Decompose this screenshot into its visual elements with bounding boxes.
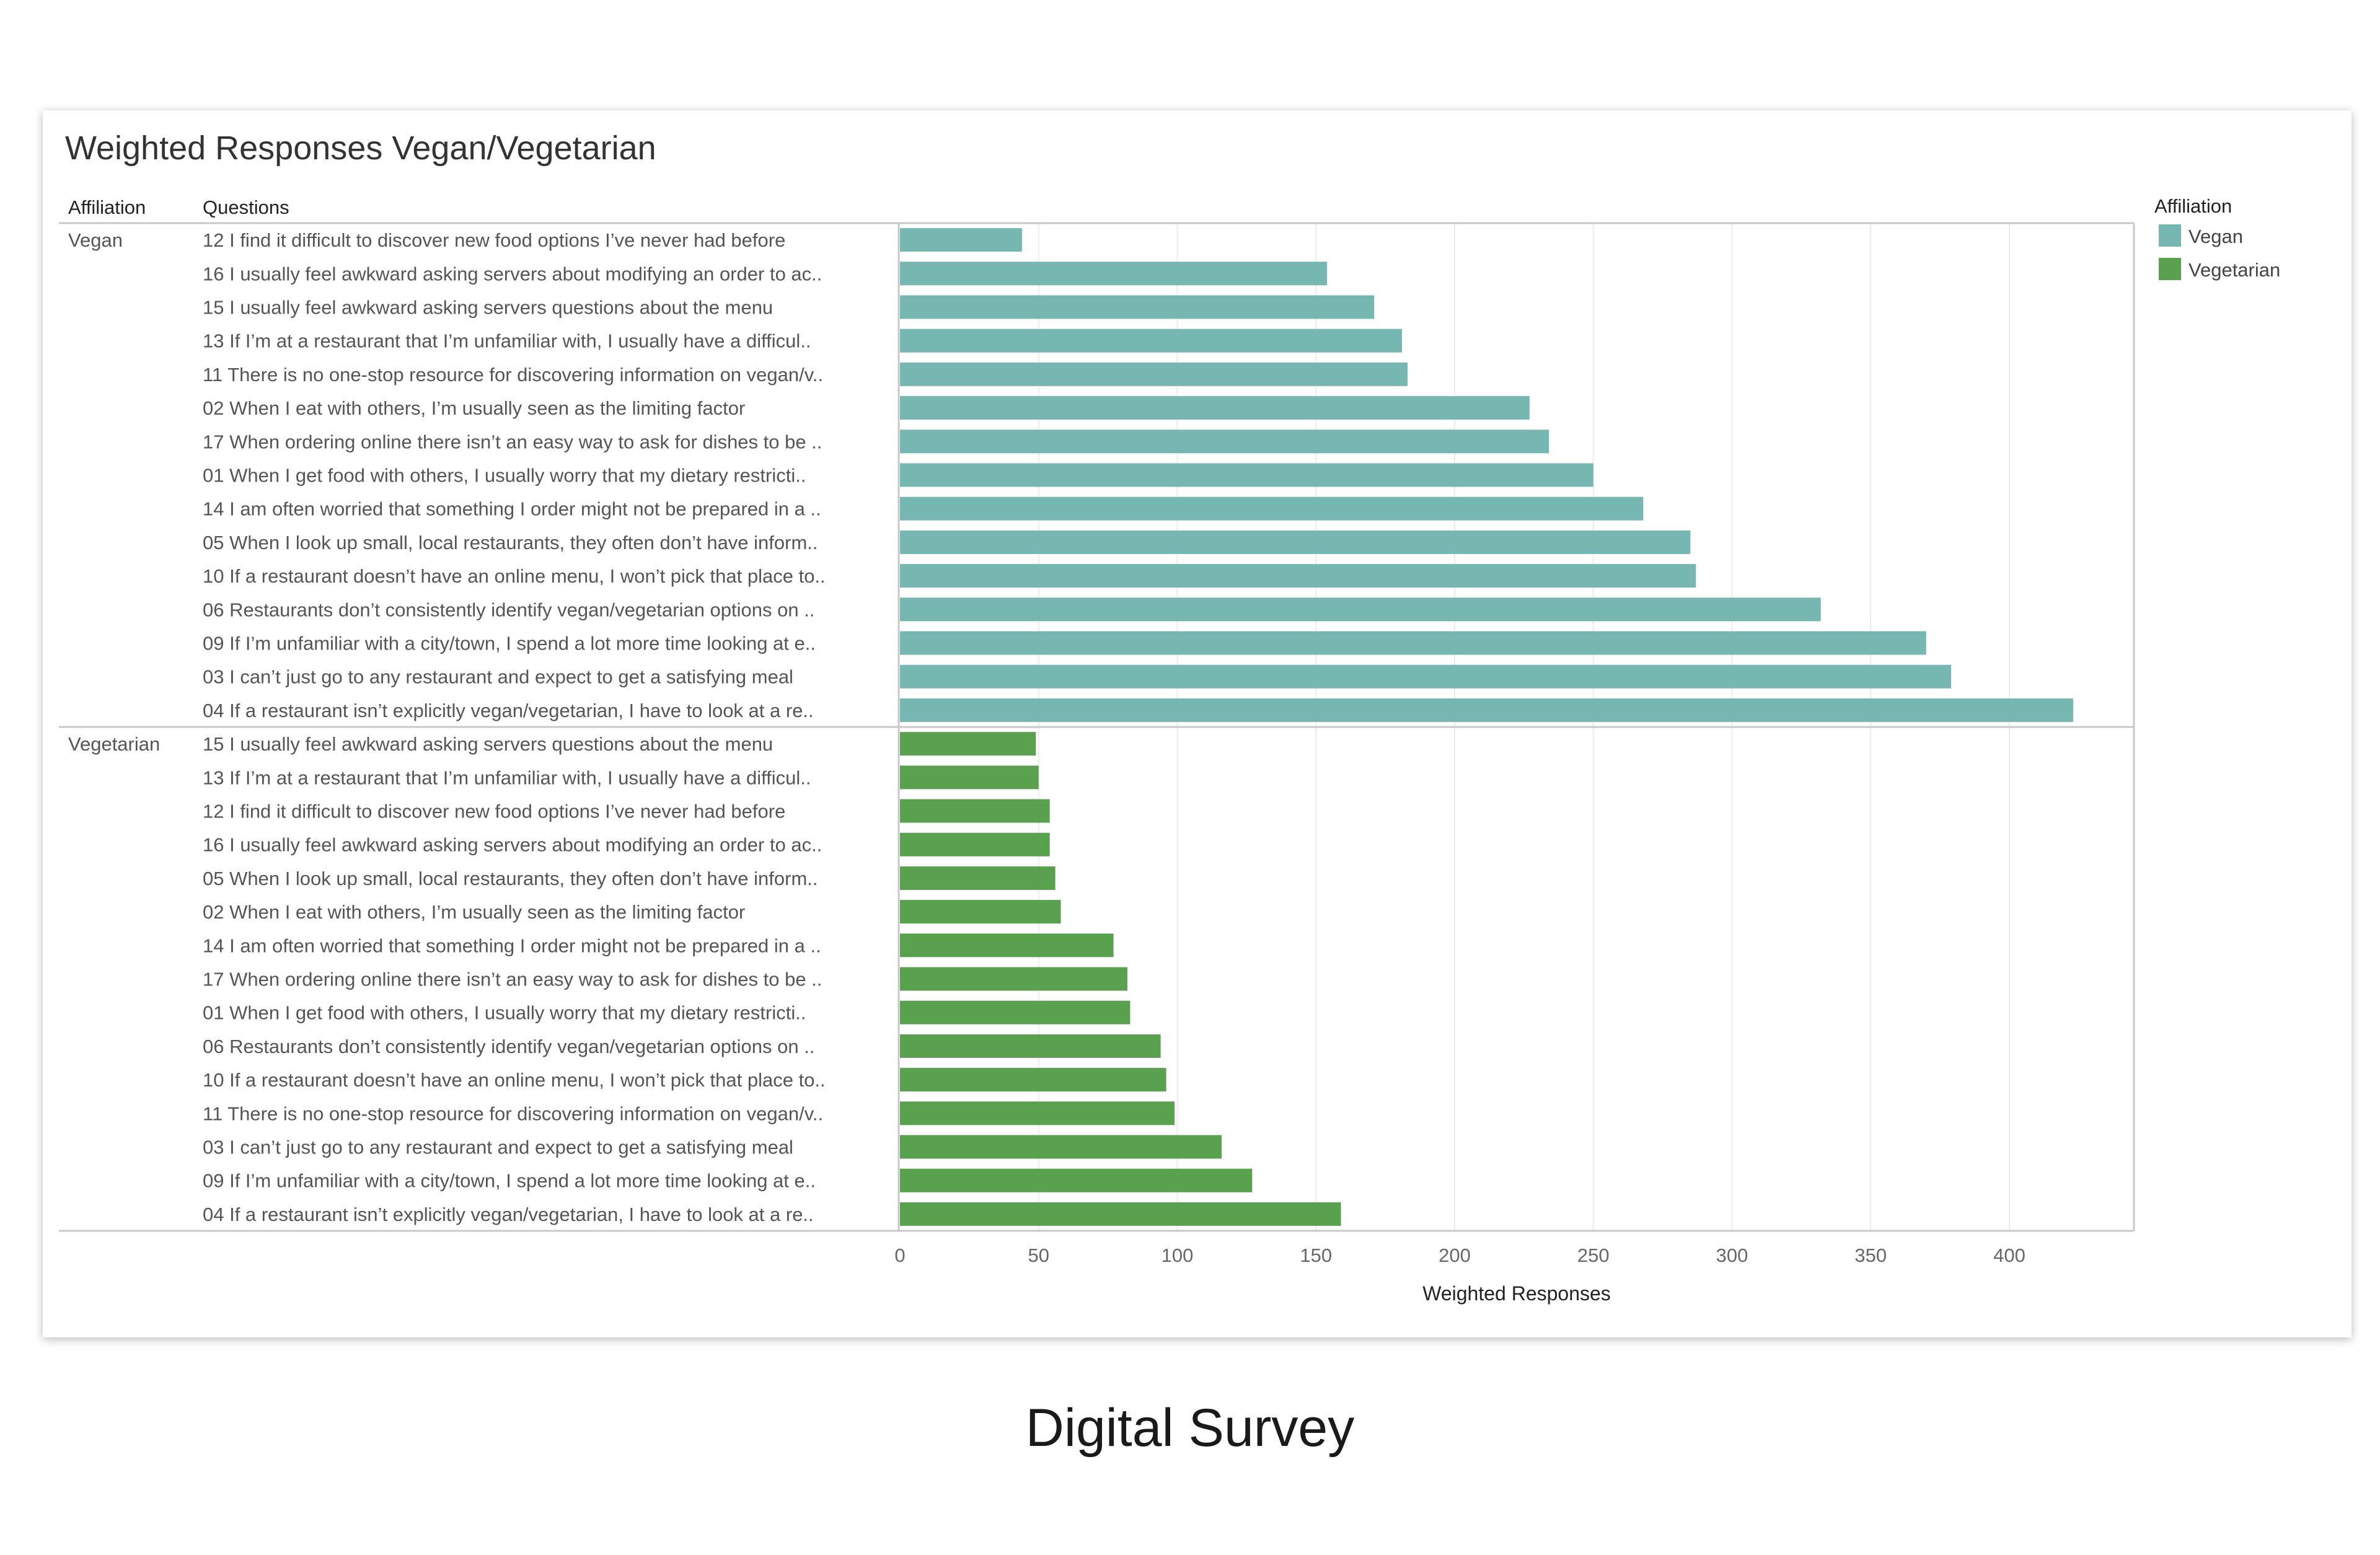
bar-layer (900, 228, 2073, 1226)
bar (900, 228, 1022, 252)
category-label: 03 I can’t just go to any restaurant and… (203, 666, 793, 688)
bar (900, 1202, 1341, 1226)
bar (900, 866, 1056, 890)
bar (900, 799, 1050, 823)
bar (900, 429, 1549, 454)
x-tick-label: 0 (894, 1244, 905, 1266)
bar (900, 732, 1036, 756)
category-label: 15 I usually feel awkward asking servers… (203, 297, 773, 319)
row-header-questions: Questions (203, 196, 289, 218)
bar (900, 1101, 1175, 1126)
legend-title: Affiliation (2154, 195, 2232, 217)
bar (900, 1068, 1166, 1092)
bar (900, 967, 1127, 991)
frame-layer (59, 222, 2135, 1232)
bar (900, 900, 1061, 924)
category-label: 01 When I get food with others, I usuall… (203, 465, 806, 487)
legend-label-vegetarian: Vegetarian (2188, 259, 2280, 281)
category-label: 05 When I look up small, local restauran… (203, 868, 818, 889)
x-tick-label: 250 (1577, 1244, 1610, 1266)
bar (900, 362, 1408, 386)
bar (900, 295, 1375, 319)
figure-caption: Digital Survey (1025, 1398, 1355, 1458)
bar (900, 463, 1593, 487)
category-label: 06 Restaurants don’t consistently identi… (203, 599, 814, 620)
category-label: 01 When I get food with others, I usuall… (203, 1002, 806, 1024)
category-label: 03 I can’t just go to any restaurant and… (203, 1137, 793, 1158)
bar (900, 396, 1530, 420)
category-label: 15 I usually feel awkward asking servers… (203, 733, 773, 755)
bar (900, 530, 1691, 554)
bar (900, 698, 2073, 722)
category-label: 17 When ordering online there isn’t an e… (203, 969, 822, 990)
bar (900, 328, 1402, 353)
category-label: 12 I find it difficult to discover new f… (203, 229, 785, 251)
bar (900, 1168, 1253, 1192)
category-label: 12 I find it difficult to discover new f… (203, 801, 785, 822)
category-label: 09 If I’m unfamiliar with a city/town, I… (203, 1170, 816, 1192)
legend: Affiliation Vegan Vegetarian (2154, 195, 2280, 281)
bar (900, 1135, 1222, 1159)
category-label: 10 If a restaurant doesn’t have an onlin… (203, 1069, 826, 1091)
category-label: 10 If a restaurant doesn’t have an onlin… (203, 565, 826, 587)
x-axis-label: Weighted Responses (1422, 1282, 1611, 1305)
category-label: 13 If I’m at a restaurant that I’m unfam… (203, 767, 811, 788)
category-label: 16 I usually feel awkward asking servers… (203, 263, 822, 284)
x-tick-label: 100 (1161, 1244, 1194, 1266)
category-label: 13 If I’m at a restaurant that I’m unfam… (203, 330, 811, 352)
category-label: 02 When I eat with others, I’m usually s… (203, 397, 745, 419)
bar (900, 832, 1050, 857)
chart-title: Weighted Responses Vegan/Vegetarian (65, 130, 656, 167)
category-label: 14 I am often worried that something I o… (203, 935, 821, 956)
x-tick-label: 200 (1439, 1244, 1471, 1266)
category-label: 06 Restaurants don’t consistently identi… (203, 1036, 814, 1057)
label-layer: 0 50 100 150 200 250 300 350 400 Vegan 12 I find i… (68, 229, 2025, 1266)
bar (900, 1000, 1130, 1024)
category-label: 04 If a restaurant isn’t explicitly vega… (203, 700, 814, 721)
category-label: 14 I am often worried that something I o… (203, 498, 821, 520)
category-label: 16 I usually feel awkward asking servers… (203, 834, 822, 856)
category-label: 17 When ordering online there isn’t an e… (203, 431, 822, 452)
bar (900, 631, 1926, 655)
bar (900, 765, 1039, 790)
category-label: 04 If a restaurant isn’t explicitly vega… (203, 1204, 814, 1225)
group-label: Vegan (68, 229, 123, 251)
category-label: 02 When I eat with others, I’m usually s… (203, 901, 745, 923)
bar (900, 564, 1696, 588)
bar (900, 664, 1952, 689)
category-label: 11 There is no one-stop resource for dis… (203, 364, 823, 385)
legend-swatch-vegan (2159, 224, 2181, 247)
bar (900, 262, 1328, 286)
x-tick-label: 400 (1993, 1244, 2025, 1266)
legend-label-vegan: Vegan (2188, 226, 2243, 247)
category-label: 11 There is no one-stop resource for dis… (203, 1103, 823, 1124)
bar (900, 933, 1114, 958)
x-tick-label: 150 (1300, 1244, 1332, 1266)
category-label: 09 If I’m unfamiliar with a city/town, I… (203, 633, 816, 654)
legend-swatch-vegetarian (2159, 258, 2181, 280)
row-header-affiliation: Affiliation (68, 196, 146, 218)
bar (900, 597, 1821, 622)
bar (900, 496, 1644, 521)
x-tick-label: 350 (1854, 1244, 1887, 1266)
x-tick-label: 300 (1716, 1244, 1748, 1266)
category-label: 05 When I look up small, local restauran… (203, 532, 818, 553)
group-label: Vegetarian (68, 733, 160, 755)
x-tick-label: 50 (1028, 1244, 1049, 1266)
bar (900, 1034, 1161, 1058)
